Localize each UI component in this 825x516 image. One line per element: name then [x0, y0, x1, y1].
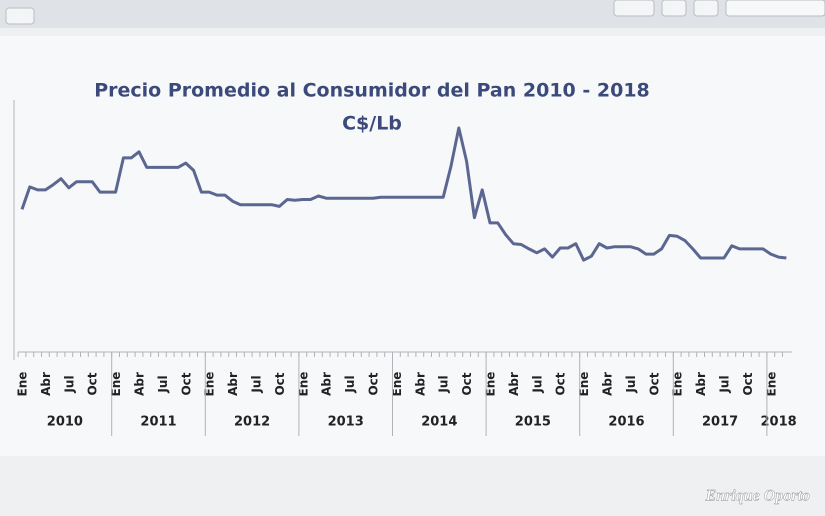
- x-tick-label: Oct: [554, 372, 568, 395]
- x-tick-label: Abr: [507, 372, 521, 396]
- year-label: 2014: [421, 415, 457, 430]
- chart-title: Precio Promedio al Consumidor del Pan 20…: [94, 80, 650, 102]
- year-label: 2011: [140, 415, 176, 430]
- x-tick-label: Oct: [86, 372, 100, 395]
- toolbar-button[interactable]: [613, 0, 655, 17]
- x-tick-label: Oct: [741, 372, 755, 395]
- year-label: 2016: [608, 415, 644, 430]
- year-label: 2012: [234, 415, 270, 430]
- x-tick-label: Ene: [390, 372, 404, 397]
- x-tick-label: Abr: [694, 372, 708, 396]
- toolbar-button[interactable]: [5, 7, 35, 25]
- x-tick-label: Jul: [62, 375, 76, 393]
- x-tick-label: Ene: [203, 372, 217, 397]
- x-tick-label: Oct: [367, 372, 381, 395]
- data-line: [20, 126, 787, 262]
- x-tick-label: Jul: [624, 375, 638, 393]
- x-tick-label: Ene: [671, 372, 685, 397]
- watermark: Enrique Oporto: [705, 488, 810, 505]
- x-tick-label: Ene: [109, 372, 123, 397]
- year-label: 2013: [328, 415, 364, 430]
- x-tick-label: Oct: [179, 372, 193, 395]
- x-tick-label: Ene: [764, 372, 778, 397]
- year-label: 2015: [515, 415, 551, 430]
- x-tick-label: Jul: [343, 375, 357, 393]
- x-tick-label: Ene: [484, 372, 498, 397]
- search-box[interactable]: [725, 0, 825, 17]
- x-tick-label: Jul: [437, 375, 451, 393]
- x-tick-label: Jul: [718, 375, 732, 393]
- x-tick-label: Oct: [460, 372, 474, 395]
- plot-area: [0, 36, 825, 456]
- x-tick-label: Jul: [156, 375, 170, 393]
- toolbar: [0, 0, 825, 28]
- x-tick-label: Jul: [250, 375, 264, 393]
- x-tick-label: Oct: [273, 372, 287, 395]
- year-label: 2017: [702, 415, 738, 430]
- x-tick-label: Abr: [39, 372, 53, 396]
- x-tick-label: Abr: [601, 372, 615, 396]
- x-tick-label: Ene: [577, 372, 591, 397]
- year-label: 2010: [47, 415, 83, 430]
- x-tick-label: Abr: [226, 372, 240, 396]
- toolbar-button[interactable]: [693, 0, 719, 17]
- chart-subtitle: C$/Lb: [342, 113, 402, 135]
- x-tick-label: Abr: [320, 372, 334, 396]
- x-tick-label: Abr: [413, 372, 427, 396]
- x-tick-label: Ene: [296, 372, 310, 397]
- x-tick-label: Ene: [16, 372, 30, 397]
- x-tick-label: Oct: [647, 372, 661, 395]
- x-tick-label: Abr: [133, 372, 147, 396]
- toolbar-button[interactable]: [661, 0, 687, 17]
- x-tick-label: Jul: [530, 375, 544, 393]
- year-label: 2018: [761, 415, 797, 430]
